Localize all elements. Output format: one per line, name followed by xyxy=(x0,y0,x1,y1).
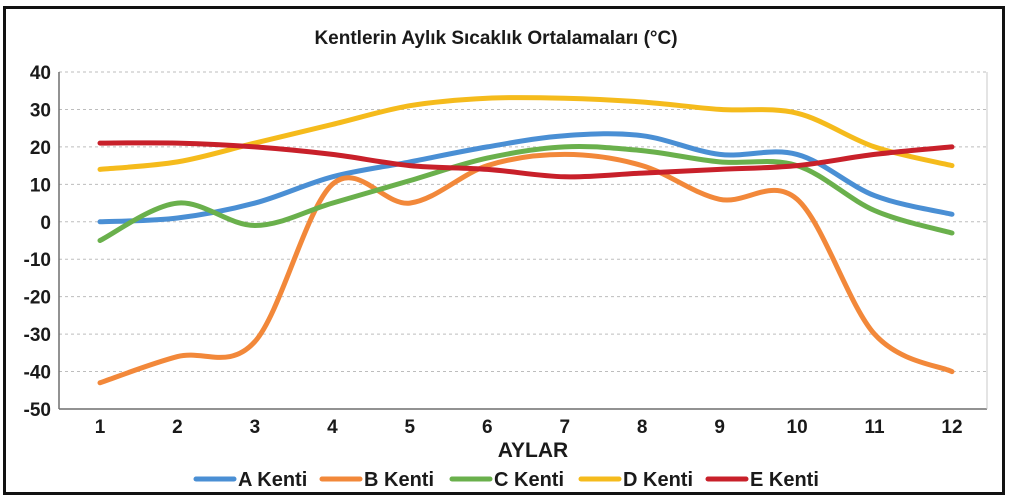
series-line-e-kenti xyxy=(97,140,955,180)
y-tick-label: -30 xyxy=(24,325,51,346)
x-tick-label: 2 xyxy=(172,417,183,438)
y-tick-label: -20 xyxy=(24,288,51,309)
series-line-a-kenti xyxy=(97,131,955,225)
y-tick-label: 40 xyxy=(30,63,51,84)
y-tick-label: 20 xyxy=(30,138,51,159)
legend-label-b-kenti: B Kenti xyxy=(364,469,434,491)
x-tick-label: 5 xyxy=(405,417,416,438)
x-tick-label: 3 xyxy=(250,417,261,438)
x-tick-label: 7 xyxy=(559,417,570,438)
y-tick-label: 10 xyxy=(30,175,51,196)
chart-title: Kentlerin Aylık Sıcaklık Ortalamaları (°… xyxy=(314,28,677,49)
legend: A Kenti B Kenti C Kenti D Kenti E Kenti xyxy=(193,469,819,491)
y-tick-label: -50 xyxy=(24,400,51,421)
y-tick-label: 30 xyxy=(30,100,51,121)
y-tick-label: 0 xyxy=(40,213,51,234)
legend-label-c-kenti: C Kenti xyxy=(494,469,564,491)
x-tick-label: 11 xyxy=(864,417,885,438)
series-line-c-kenti xyxy=(97,144,955,243)
x-tick-label: 1 xyxy=(95,417,106,438)
x-tick-label: 9 xyxy=(714,417,725,438)
x-axis-label: AYLAR xyxy=(498,439,568,462)
y-tick-label: -40 xyxy=(24,363,51,384)
x-tick-label: 12 xyxy=(941,417,962,438)
legend-label-a-kenti: A Kenti xyxy=(238,469,307,491)
grid-layer xyxy=(59,71,987,373)
chart-frame xyxy=(3,6,1005,495)
y-tick-label: -10 xyxy=(24,250,51,271)
series-line-b-kenti xyxy=(97,151,955,386)
series-layer xyxy=(97,95,955,386)
x-tick-label: 8 xyxy=(637,417,648,438)
legend-label-d-kenti: D Kenti xyxy=(623,469,693,491)
legend-label-e-kenti: E Kenti xyxy=(750,469,819,491)
x-tick-label: 6 xyxy=(482,417,493,438)
x-tick-label: 10 xyxy=(787,417,808,438)
x-tick-label: 4 xyxy=(327,417,338,438)
